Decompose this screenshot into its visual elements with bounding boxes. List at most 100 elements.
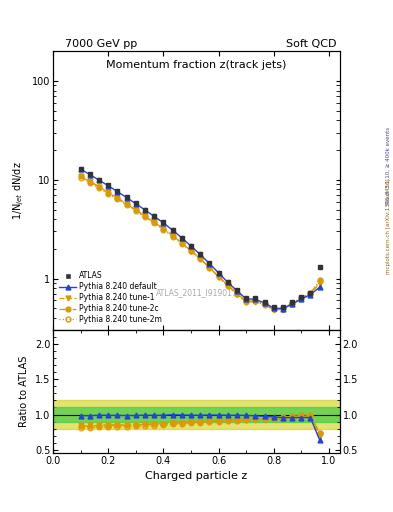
Pythia 8.240 default [262,300,267,306]
Pythia 8.240 tune-2m [225,283,230,289]
Pythia 8.240 tune-2c [216,273,221,280]
Pythia 8.240 tune-2c [87,179,92,185]
Pythia 8.240 tune-2c [170,232,175,239]
Line: Pythia 8.240 tune-2c: Pythia 8.240 tune-2c [78,174,322,311]
Pythia 8.240 tune-2c [281,306,285,312]
Pythia 8.240 default [152,214,157,220]
Pythia 8.240 tune-1 [161,225,166,231]
Pythia 8.240 tune-2m [244,299,248,305]
Pythia 8.240 tune-2c [106,189,110,196]
Pythia 8.240 default [124,195,129,201]
Pythia 8.240 default [318,284,322,290]
Pythia 8.240 tune-2m [272,306,276,312]
Pythia 8.240 tune-2c [161,226,166,232]
Pythia 8.240 tune-1 [235,291,239,297]
Pythia 8.240 tune-2c [152,219,157,225]
Pythia 8.240 tune-2c [244,298,248,304]
Pythia 8.240 tune-1 [97,184,101,190]
Pythia 8.240 tune-1 [244,299,248,305]
Pythia 8.240 tune-2c [207,264,212,270]
Pythia 8.240 tune-2c [225,282,230,288]
Pythia 8.240 tune-2m [124,202,129,208]
Pythia 8.240 tune-1 [189,248,193,254]
Pythia 8.240 tune-1 [225,283,230,289]
Pythia 8.240 default [216,270,221,276]
Pythia 8.240 tune-2m [308,291,313,297]
Pythia 8.240 tune-1 [253,298,258,305]
Pythia 8.240 tune-2c [180,240,184,246]
Pythia 8.240 tune-1 [207,265,212,271]
Text: ATLAS_2011_I919017: ATLAS_2011_I919017 [156,288,237,297]
Pythia 8.240 default [78,166,83,172]
Y-axis label: Ratio to ATLAS: Ratio to ATLAS [19,356,29,428]
Pythia 8.240 tune-2m [87,180,92,186]
Pythia 8.240 tune-2c [124,201,129,207]
Pythia 8.240 tune-2c [189,247,193,253]
Pythia 8.240 tune-2c [308,290,313,296]
Pythia 8.240 default [189,243,193,249]
Pythia 8.240 tune-2m [161,226,166,232]
Pythia 8.240 tune-1 [290,302,295,308]
Pythia 8.240 tune-2m [106,190,110,197]
Pythia 8.240 tune-1 [78,173,83,179]
Pythia 8.240 tune-2m [318,278,322,284]
Pythia 8.240 default [97,177,101,183]
Text: mcplots.cern.ch [arXiv:1306.3436]: mcplots.cern.ch [arXiv:1306.3436] [386,179,391,274]
Pythia 8.240 tune-1 [106,189,110,195]
Pythia 8.240 default [207,261,212,267]
Pythia 8.240 tune-1 [272,307,276,313]
Pythia 8.240 tune-1 [216,274,221,280]
Pythia 8.240 tune-1 [115,195,120,201]
Pythia 8.240 default [225,279,230,285]
Pythia 8.240 tune-2m [97,185,101,191]
Pythia 8.240 tune-2c [272,306,276,312]
Pythia 8.240 tune-1 [143,213,147,219]
Y-axis label: 1/N$_{jet}$ dN/dz: 1/N$_{jet}$ dN/dz [12,161,26,220]
Pythia 8.240 tune-2c [262,301,267,307]
Pythia 8.240 tune-2m [180,241,184,247]
Legend: ATLAS, Pythia 8.240 default, Pythia 8.240 tune-1, Pythia 8.240 tune-2c, Pythia 8: ATLAS, Pythia 8.240 default, Pythia 8.24… [57,269,164,327]
Pythia 8.240 tune-2c [318,278,322,284]
Pythia 8.240 tune-2c [134,207,138,213]
Pythia 8.240 default [198,251,202,258]
Pythia 8.240 tune-2m [170,233,175,240]
Pythia 8.240 default [308,291,313,297]
Line: Pythia 8.240 tune-1: Pythia 8.240 tune-1 [78,173,322,312]
Pythia 8.240 tune-2m [189,248,193,254]
Pythia 8.240 tune-2c [253,297,258,304]
Pythia 8.240 tune-2m [216,274,221,280]
Pythia 8.240 tune-2m [152,220,157,226]
Pythia 8.240 tune-1 [87,178,92,184]
Pythia 8.240 tune-2m [299,295,304,302]
Pythia 8.240 tune-2c [78,174,83,180]
Pythia 8.240 default [170,227,175,233]
Pythia 8.240 tune-1 [299,296,304,302]
Pythia 8.240 tune-2m [290,301,295,307]
Pythia 8.240 tune-2m [198,256,202,262]
Pythia 8.240 tune-2m [207,265,212,271]
Pythia 8.240 default [235,288,239,294]
Pythia 8.240 tune-1 [262,302,267,308]
Pythia 8.240 tune-1 [281,307,285,313]
Text: 7000 GeV pp: 7000 GeV pp [65,38,137,49]
Pythia 8.240 default [180,235,184,241]
Pythia 8.240 tune-2m [262,302,267,308]
X-axis label: Charged particle z: Charged particle z [145,472,248,481]
Line: Pythia 8.240 default: Pythia 8.240 default [78,167,322,311]
Pythia 8.240 tune-1 [180,240,184,246]
Pythia 8.240 default [106,183,110,189]
Pythia 8.240 default [161,220,166,226]
Pythia 8.240 tune-2m [281,306,285,312]
Bar [53,400,340,429]
Pythia 8.240 tune-2m [115,196,120,202]
Pythia 8.240 default [299,296,304,302]
Bar [53,408,340,421]
Pythia 8.240 tune-2m [134,208,138,214]
Line: Pythia 8.240 tune-2m: Pythia 8.240 tune-2m [78,175,322,312]
Pythia 8.240 tune-2c [299,294,304,301]
Pythia 8.240 default [272,305,276,311]
Pythia 8.240 tune-1 [198,255,202,262]
Pythia 8.240 tune-2c [290,300,295,306]
Pythia 8.240 tune-1 [318,280,322,286]
Text: Momentum fraction z(track jets): Momentum fraction z(track jets) [107,59,286,70]
